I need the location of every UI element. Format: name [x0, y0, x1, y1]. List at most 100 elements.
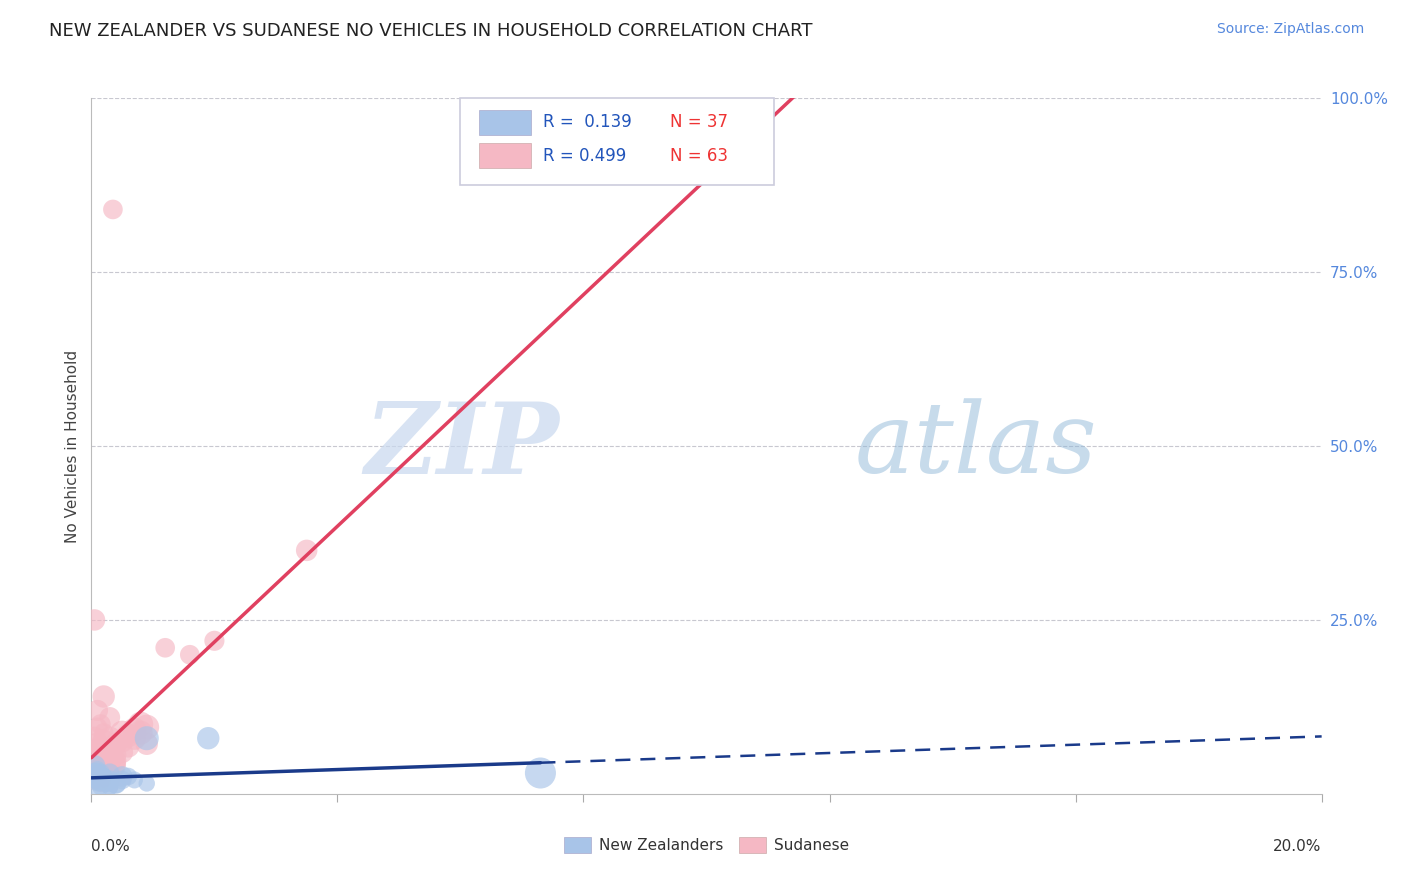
Text: Source: ZipAtlas.com: Source: ZipAtlas.com	[1216, 22, 1364, 37]
Point	[111, 734, 134, 748]
Point	[86, 766, 108, 780]
Point	[96, 772, 118, 787]
Point	[90, 756, 112, 770]
Point	[90, 739, 112, 754]
Point	[105, 776, 127, 790]
Legend: New Zealanders, Sudanese: New Zealanders, Sudanese	[558, 831, 855, 859]
Point	[93, 772, 115, 787]
Point	[83, 780, 105, 794]
Point	[90, 767, 112, 781]
FancyBboxPatch shape	[460, 98, 775, 186]
Point	[111, 772, 134, 787]
Point	[153, 640, 177, 655]
Point	[93, 769, 115, 784]
Point	[90, 772, 112, 787]
Point	[90, 766, 112, 780]
Point	[98, 759, 121, 773]
Y-axis label: No Vehicles in Household: No Vehicles in Household	[65, 350, 80, 542]
Point	[93, 769, 115, 784]
Point	[83, 731, 105, 746]
Point	[105, 747, 127, 762]
Point	[93, 762, 115, 776]
Point	[83, 613, 105, 627]
Point	[96, 776, 118, 790]
Point	[98, 750, 121, 764]
Point	[124, 731, 146, 746]
Point	[86, 769, 108, 784]
Text: ZIP: ZIP	[364, 398, 558, 494]
Point	[111, 745, 134, 759]
Point	[83, 759, 105, 773]
Text: 20.0%: 20.0%	[1274, 839, 1322, 855]
Point	[117, 769, 139, 784]
Point	[105, 776, 127, 790]
Point	[86, 772, 108, 787]
Point	[86, 763, 108, 777]
Point	[93, 725, 115, 739]
Point	[93, 756, 115, 770]
Point	[98, 763, 121, 777]
Point	[93, 764, 115, 779]
Point	[93, 772, 115, 787]
Point	[98, 748, 121, 763]
Point	[90, 776, 112, 790]
Point	[96, 776, 118, 790]
Point	[529, 766, 551, 780]
Point	[90, 745, 112, 759]
Text: 0.0%: 0.0%	[91, 839, 131, 855]
Point	[202, 633, 225, 648]
Text: atlas: atlas	[853, 399, 1097, 493]
Point	[98, 780, 121, 794]
Point	[86, 737, 108, 751]
Point	[93, 769, 115, 784]
Point	[93, 767, 115, 781]
Point	[90, 776, 112, 790]
Point	[86, 767, 108, 781]
Point	[98, 731, 121, 746]
Point	[98, 754, 121, 768]
Point	[111, 769, 134, 784]
Point	[90, 759, 112, 773]
Point	[117, 739, 139, 754]
Point	[98, 756, 121, 770]
Point	[86, 766, 108, 780]
Point	[135, 737, 157, 751]
Point	[98, 772, 121, 787]
Point	[93, 766, 115, 780]
Point	[197, 731, 219, 746]
Point	[86, 769, 108, 784]
Point	[96, 742, 118, 756]
Point	[129, 725, 152, 739]
Point	[129, 717, 152, 731]
Point	[135, 776, 157, 790]
Point	[98, 780, 121, 794]
Point	[86, 776, 108, 790]
Point	[86, 763, 108, 777]
Text: N = 63: N = 63	[669, 147, 728, 165]
Point	[117, 728, 139, 742]
Point	[93, 690, 115, 704]
Point	[93, 734, 115, 748]
Text: R = 0.499: R = 0.499	[543, 147, 626, 165]
Point	[83, 759, 105, 773]
Point	[179, 648, 201, 662]
Point	[98, 766, 121, 780]
Text: R =  0.139: R = 0.139	[543, 113, 631, 131]
Point	[93, 772, 115, 787]
Point	[90, 763, 112, 777]
Point	[83, 772, 105, 787]
Point	[124, 772, 146, 787]
Point	[83, 766, 105, 780]
Point	[135, 720, 157, 734]
FancyBboxPatch shape	[479, 110, 530, 135]
Point	[124, 723, 146, 737]
Point	[93, 772, 115, 787]
Point	[93, 754, 115, 768]
Point	[90, 780, 112, 794]
Point	[101, 202, 124, 217]
Point	[90, 742, 112, 756]
Point	[295, 543, 318, 558]
Point	[105, 737, 127, 751]
Point	[86, 703, 108, 717]
Point	[105, 759, 127, 773]
